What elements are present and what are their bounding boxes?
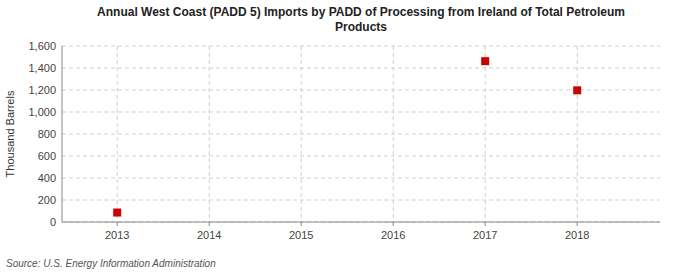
x-tick-label: 2015: [289, 229, 313, 241]
y-tick-label: 0: [50, 216, 56, 228]
x-tick-label: 2016: [381, 229, 405, 241]
y-tick-label: 200: [38, 194, 56, 206]
y-axis-label: Thousand Barrels: [4, 90, 16, 177]
x-tick-label: 2014: [197, 229, 221, 241]
y-grid-line: [62, 68, 660, 69]
x-grid-line: [393, 46, 394, 222]
title-line: Annual West Coast (PADD 5) Imports by PA…: [97, 5, 625, 19]
y-grid-line: [62, 46, 660, 47]
point: [481, 57, 489, 65]
y-tick-label: 600: [38, 150, 56, 162]
points: [113, 57, 581, 216]
x-tick-mark: [577, 222, 578, 226]
y-tick-label: 1,600: [28, 40, 56, 52]
y-tick-label: 1,200: [28, 84, 56, 96]
chart-title: Annual West Coast (PADD 5) Imports by PA…: [97, 5, 625, 34]
y-tick-label: 1,400: [28, 62, 56, 74]
chart-svg: Annual West Coast (PADD 5) Imports by PA…: [0, 0, 675, 275]
y-grid-line: [62, 112, 660, 113]
y-tick-label: 800: [38, 128, 56, 140]
x-tick-mark: [393, 222, 394, 226]
chart-container: Annual West Coast (PADD 5) Imports by PA…: [0, 0, 675, 275]
source-note: Source: U.S. Energy Information Administ…: [6, 258, 216, 269]
y-grid-line: [62, 222, 660, 223]
x-grid-line: [485, 46, 486, 222]
x-tick-mark: [301, 222, 302, 226]
point: [573, 86, 581, 94]
title-line: Products: [335, 20, 387, 34]
y-axis-line: [62, 46, 63, 222]
x-tick-label: 2017: [473, 229, 497, 241]
x-tick-mark: [485, 222, 486, 226]
grid: [62, 46, 660, 222]
x-tick-mark: [117, 222, 118, 226]
x-tick-label: 2013: [105, 229, 129, 241]
x-tick-label: 2018: [565, 229, 589, 241]
point: [113, 209, 121, 217]
axes: 0 200 400 600 800 1,000 1,200 1,400 1,600 2013 201…: [28, 40, 660, 241]
y-grid-line: [62, 200, 660, 201]
x-grid-line: [577, 46, 578, 222]
y-grid-line: [62, 134, 660, 135]
x-tick-mark: [209, 222, 210, 226]
x-grid-line: [301, 46, 302, 222]
x-axis-line: [62, 222, 660, 223]
x-grid-line: [117, 46, 118, 222]
y-grid-line: [62, 178, 660, 179]
y-grid-line: [62, 90, 660, 91]
y-tick-label: 1,000: [28, 106, 56, 118]
y-grid-line: [62, 156, 660, 157]
x-grid-line: [209, 46, 210, 222]
y-tick-label: 400: [38, 172, 56, 184]
